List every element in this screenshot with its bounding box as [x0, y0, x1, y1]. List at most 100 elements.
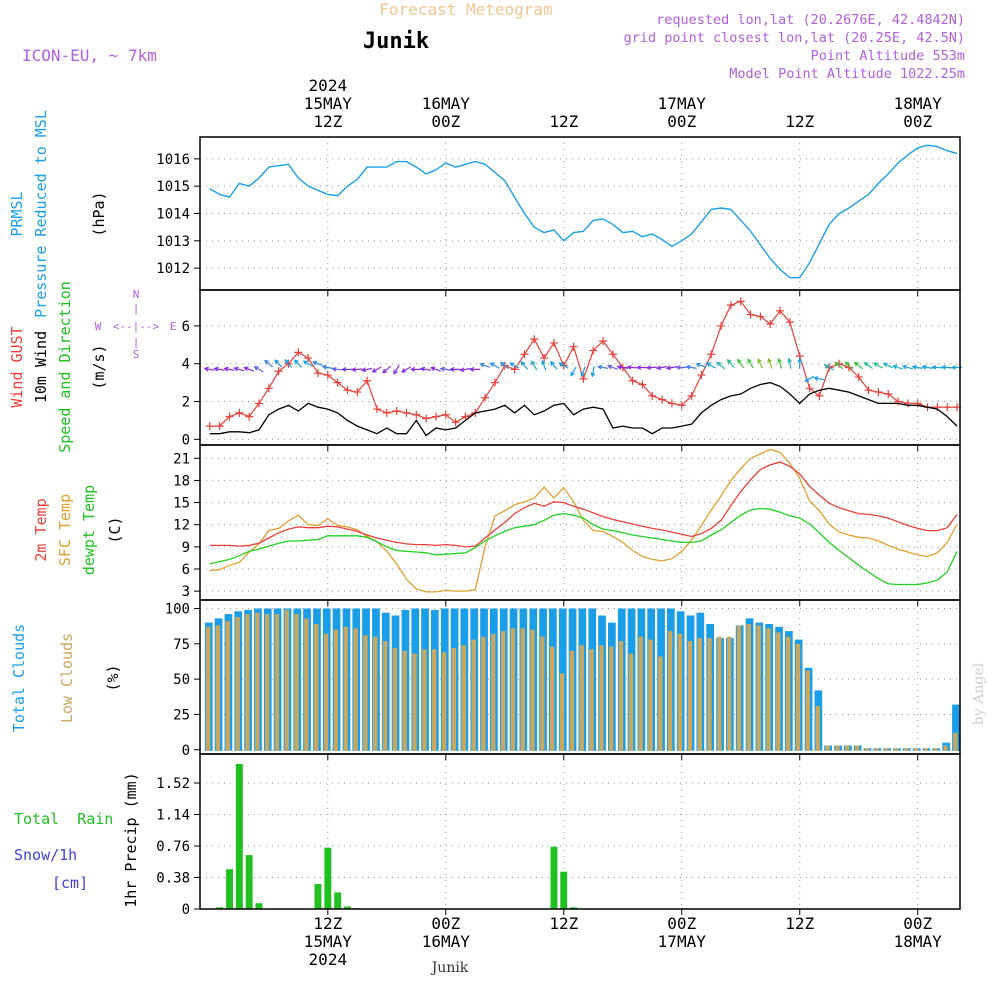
gust-point [943, 403, 952, 412]
gust-point [363, 376, 372, 385]
wind-arrow [626, 364, 638, 370]
low-cloud-bar [854, 745, 860, 751]
low-cloud-bar [677, 633, 683, 751]
low-cloud-bar [609, 646, 614, 751]
gust-point [205, 422, 214, 431]
wind-arrow [596, 364, 609, 370]
rain-bar [560, 871, 568, 909]
time-label: 12Z [549, 112, 578, 131]
low-cloud-bar [933, 748, 938, 751]
location-title: Junik [363, 29, 429, 54]
gust-point [304, 354, 313, 363]
compass-rose: N | W <--|--> E | S [95, 288, 177, 361]
low-cloud-bar [668, 631, 673, 751]
y-tick-label: 100 [165, 601, 190, 617]
gust-point [402, 408, 411, 417]
low-cloud-bar [284, 609, 289, 751]
wind-arrow [312, 360, 323, 366]
wind-arrow [509, 362, 520, 369]
wind-arrow [331, 366, 343, 372]
panel-pressure: 1012 1013 1014 1015 1016 [156, 137, 960, 290]
gust-point [697, 371, 706, 380]
panel-precip: 0 0.38 0.76 1.14 1.52 [156, 754, 960, 918]
low-cloud-bar [923, 748, 928, 751]
wind-arrow [873, 362, 884, 369]
gust-point [766, 320, 775, 329]
y-tick-label: 1013 [156, 234, 190, 250]
wind-arrow [813, 376, 825, 381]
panel-wind: 0 2 4 6 [182, 290, 963, 448]
wind-arrow [646, 365, 658, 371]
low-cloud-bar [432, 649, 437, 751]
wind-arrow [213, 366, 225, 372]
y-tick-label: 3 [182, 584, 190, 600]
panel-frame [199, 444, 961, 601]
y-tick-label: 6 [182, 319, 190, 335]
rain-bar [235, 763, 243, 909]
low-cloud-bar [461, 645, 466, 751]
wind-arrow [500, 361, 509, 370]
wind-arrow [321, 364, 333, 370]
y-tick-label: 21 [173, 451, 190, 467]
total-clouds-label: Total Clouds [10, 624, 28, 732]
low-cloud-bar [727, 636, 732, 751]
compass-n-stem: | [133, 302, 140, 315]
low-cloud-bar [235, 617, 240, 751]
wind-arrow [777, 357, 782, 369]
low-cloud-bar [795, 643, 801, 751]
requested-coords: requested lon,lat (20.2676E, 42.4842N) [656, 12, 965, 28]
gust-point [638, 380, 647, 389]
time-label: 17MAY [658, 932, 707, 951]
low-cloud-bar [559, 673, 565, 751]
wind-arrow [293, 359, 303, 368]
wind-arrow [636, 365, 648, 370]
wind-arrow [931, 364, 943, 370]
chart-title: Forecast Meteogram [379, 0, 552, 19]
compass-w: W [95, 320, 102, 333]
wind-arrow [284, 358, 293, 368]
gust-point [569, 342, 578, 351]
y-tick-label: 50 [173, 672, 190, 688]
wind-arrow [834, 361, 844, 370]
rain-bar [334, 892, 342, 909]
gust-point [264, 384, 273, 393]
low-cloud-bar [550, 646, 555, 751]
snow-unit: [cm] [52, 874, 88, 892]
gust-point [658, 395, 667, 404]
wind-dir-label: Speed and Direction [56, 281, 74, 453]
temp-2m-label: 2m Temp [32, 498, 50, 561]
wind-arrow [685, 364, 697, 370]
low-cloud-bar [687, 641, 693, 751]
y-tick-label: 0 [182, 743, 190, 759]
y-tick-label: 6 [182, 562, 190, 578]
low-cloud-bar [845, 745, 850, 751]
low-cloud-bar [707, 638, 712, 751]
gust-point [441, 410, 450, 419]
low-cloud-bar [825, 745, 830, 751]
gust-point [225, 412, 234, 421]
wind-arrow [737, 358, 745, 369]
gust-point [608, 350, 617, 359]
low-cloud-bar [756, 625, 761, 751]
time-label: 00Z [903, 914, 932, 933]
wind-arrow [892, 364, 904, 370]
rain-bar [550, 846, 558, 909]
gust-point [481, 393, 490, 402]
gust-point [422, 414, 431, 423]
gust-point [874, 388, 883, 397]
gust-point [903, 399, 912, 408]
low-cloud-bar [746, 624, 751, 751]
low-cloud-bar [864, 748, 869, 751]
gust-point [785, 318, 794, 327]
low-cloud-bar [697, 638, 702, 751]
compass-e: E [170, 320, 177, 333]
wind-arrow [716, 361, 726, 370]
wind-arrow [243, 366, 255, 372]
y-tick-label: 1.52 [156, 776, 190, 792]
gust-point [235, 408, 244, 417]
wind-arrow [401, 366, 412, 373]
low-cloud-bar [904, 748, 909, 751]
low-cloud-bar [638, 636, 643, 751]
wind-arrow [531, 360, 538, 371]
wind-arrow [901, 364, 913, 370]
